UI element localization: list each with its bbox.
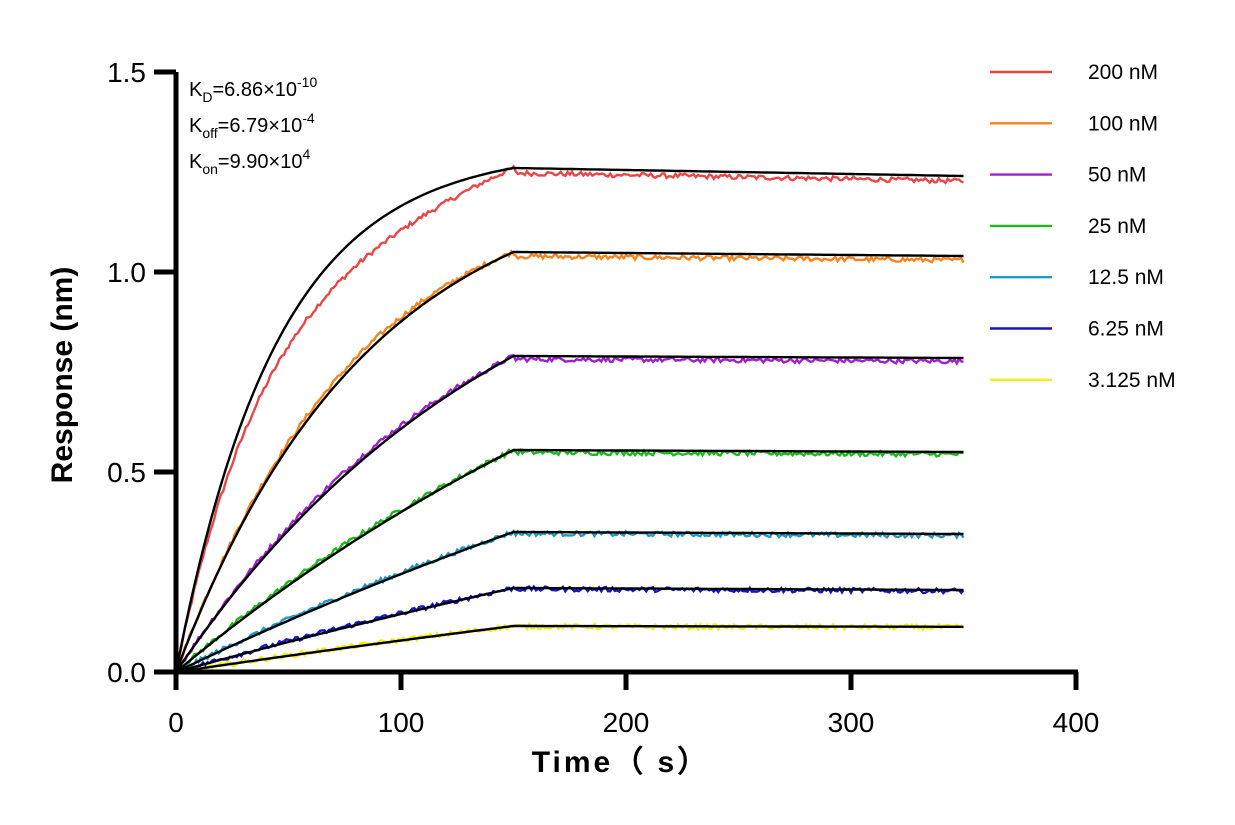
kinetics-value: =6.86×10 <box>212 79 297 101</box>
series-line-200-nm <box>174 164 964 673</box>
legend-label: 200 nM <box>1088 61 1158 84</box>
kinetics-symbol: K <box>189 79 203 101</box>
x-ticks: 0 100 200 300 400 <box>168 672 1099 738</box>
legend-label: 6.25 nM <box>1088 318 1164 341</box>
kinetics-line: Kon=9.90×104 <box>189 146 310 177</box>
fit-line-50-nm <box>175 354 964 673</box>
curves-layer <box>174 164 965 674</box>
kinetics-symbol: K <box>189 151 203 173</box>
fit-line-100-nm <box>174 250 964 673</box>
legend-label: 50 nM <box>1088 164 1146 187</box>
y-tick-label: 0.5 <box>107 457 146 488</box>
series-line-12.5-nm <box>175 528 965 673</box>
kinetics-line: Koff=6.79×10-4 <box>189 110 315 141</box>
y-tick-label: 1.5 <box>107 57 146 88</box>
x-tick-label: 0 <box>168 707 184 738</box>
fit-line-12.5-nm <box>175 530 964 674</box>
legend-label: 25 nM <box>1088 215 1146 238</box>
kinetics-subscript: off <box>202 125 217 141</box>
legend: 200 nM 100 nM 50 nM 25 nM 12.5 nM 6.25 nM 3.12… <box>990 61 1176 392</box>
series-line-50-nm <box>175 354 964 674</box>
x-axis-title: Time（ s） <box>532 745 711 779</box>
kinetics-exponent: -4 <box>302 110 315 126</box>
series-line-100-nm <box>174 248 965 673</box>
y-ticks: 0.0 0.5 1.0 1.5 <box>107 57 176 688</box>
legend-label: 100 nM <box>1088 112 1158 135</box>
kinetics-line: KD=6.86×10-10 <box>189 74 317 105</box>
kinetics-subscript: D <box>202 89 212 105</box>
x-tick-label: 400 <box>1053 707 1100 738</box>
series-line-3.125-nm <box>176 621 965 674</box>
x-tick-label: 200 <box>603 707 650 738</box>
y-tick-label: 1.0 <box>107 257 146 288</box>
kinetics-exponent: -10 <box>297 74 317 90</box>
kinetics-subscript: on <box>202 161 218 177</box>
fit-line-25-nm <box>175 448 964 673</box>
x-tick-label: 300 <box>828 707 875 738</box>
fit-line-3.125-nm <box>175 624 964 674</box>
y-axis-title: Response (nm) <box>46 267 79 484</box>
axes: 0 100 200 300 400 0.0 0.5 1.0 1.5 <box>107 57 1099 738</box>
kinetics-value: =6.79×10 <box>218 115 303 137</box>
x-tick-label: 100 <box>378 707 425 738</box>
kinetics-symbol: K <box>189 115 203 137</box>
fit-line-6.25-nm <box>175 586 964 674</box>
legend-label: 12.5 nM <box>1088 266 1164 289</box>
kinetics-exponent: 4 <box>302 146 310 162</box>
kinetics-value: =9.90×10 <box>218 151 303 173</box>
y-tick-label: 0.0 <box>107 657 146 688</box>
fit-line-200-nm <box>174 166 964 673</box>
legend-label: 3.125 nM <box>1088 369 1176 392</box>
